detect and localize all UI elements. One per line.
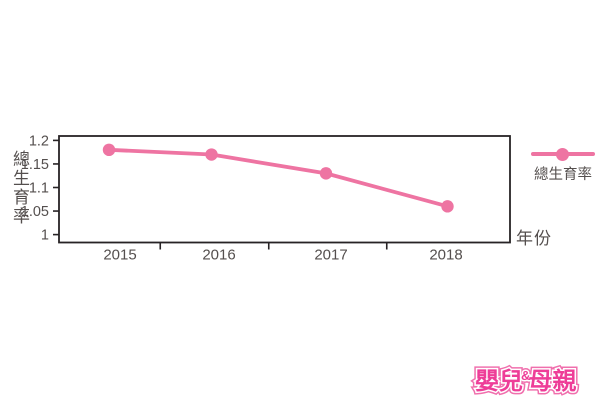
logo-ampersand: & [518,365,534,386]
y-tick-label: 1 [41,228,49,244]
x-axis-year-label: 2018 [429,247,462,264]
logo-ampersand: & [519,367,532,385]
y-tick-label: 1.05 [21,204,49,220]
data-line [107,147,450,209]
legend-marker-dot-icon [556,147,569,161]
data-point [102,143,116,157]
data-point [319,167,333,180]
y-tick-label: 1.15 [21,157,49,173]
x-axis-year-label: 2017 [314,247,347,264]
logo-text: 嬰兒&母親 [475,368,577,395]
x-axis-year-label: 2016 [202,247,235,264]
y-axis-title: 總生育率 [10,150,29,226]
plot-border [58,135,511,244]
x-axis-title: 年份 [516,229,552,248]
magazine-logo: 嬰兒&母親 嬰兒&母親 嬰兒&母親 [472,361,593,398]
legend-label: 總生育率 [534,167,592,183]
logo-ampersand: & [521,368,531,383]
data-point [205,148,218,161]
y-tick-label: 1.2 [29,133,49,149]
logo-outline-layer: 嬰兒&母親 [472,365,579,398]
y-tick-label: 1.1 [29,181,49,197]
logo-white-stroke-layer: 嬰兒&母親 [474,367,578,397]
x-axis-year-label: 2015 [103,247,136,264]
legend: 總生育率 [531,146,597,183]
data-point [441,200,454,213]
